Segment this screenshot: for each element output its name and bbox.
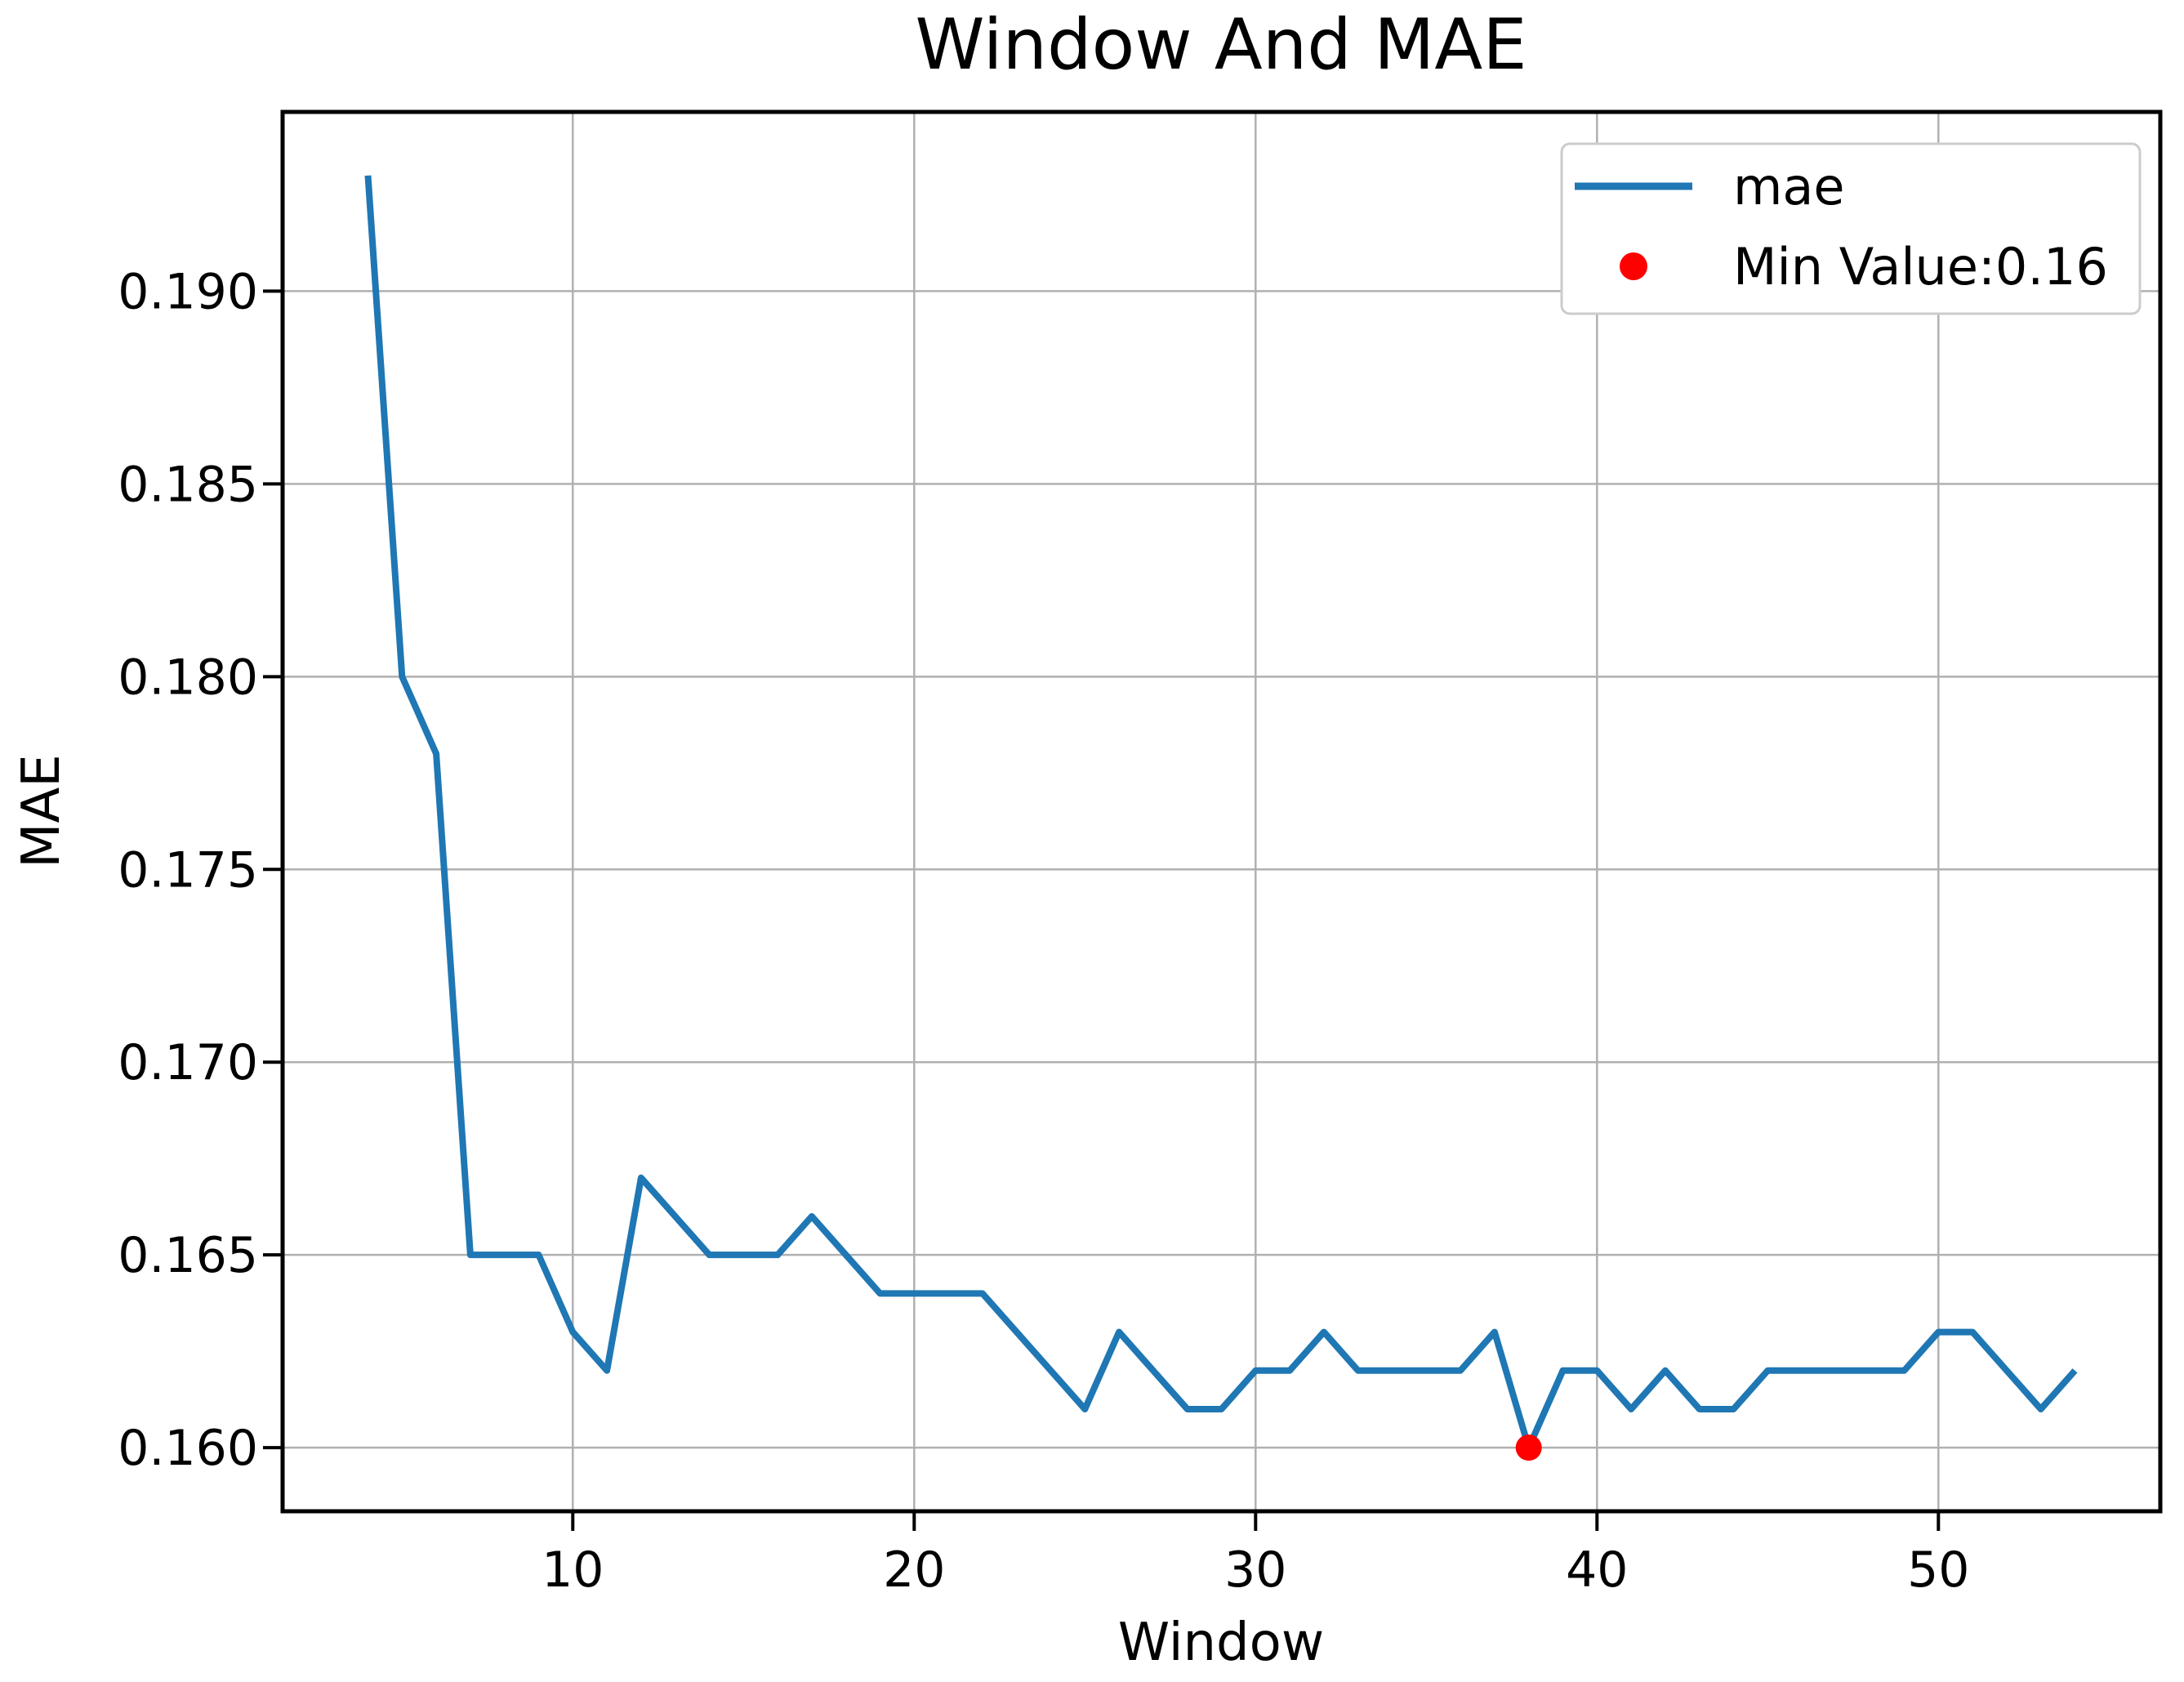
x-tick-label: 20 [883,1541,945,1599]
x-axis-label: Window [1118,1613,1324,1673]
legend: mae Min Value:0.16 [1560,142,2142,315]
legend-box [1560,142,2142,315]
y-tick-label: 0.185 [118,456,258,513]
chart-title: Window And MAE [915,4,1527,86]
y-tick-label: 0.190 [118,263,258,320]
mae-line-series [364,175,2078,1461]
gridlines [283,112,2160,1511]
x-tick-label: 10 [542,1541,604,1599]
legend-label-min-value: Min Value:0.16 [1733,237,2108,297]
y-tick-label: 0.165 [118,1227,258,1284]
mae-line [364,175,2078,1452]
y-axis-label: MAE [11,754,72,868]
legend-label-mae: mae [1733,157,1845,216]
min-value-dot [1515,1434,1542,1461]
y-tick-label: 0.180 [118,649,258,706]
y-tick-label: 0.170 [118,1034,258,1091]
x-tick-label: 50 [1907,1541,1969,1599]
plot-border [280,109,2163,1514]
axis-ticks: 10 20 30 40 50 0.160 0.165 0.170 0.175 0.180 0.185… [118,263,1969,1599]
x-tick-label: 40 [1566,1541,1628,1599]
y-tick-label: 0.175 [118,841,258,899]
x-tick-label: 30 [1224,1541,1286,1599]
legend-min-dot-icon [1620,252,1647,280]
y-tick-label: 0.160 [118,1420,258,1477]
